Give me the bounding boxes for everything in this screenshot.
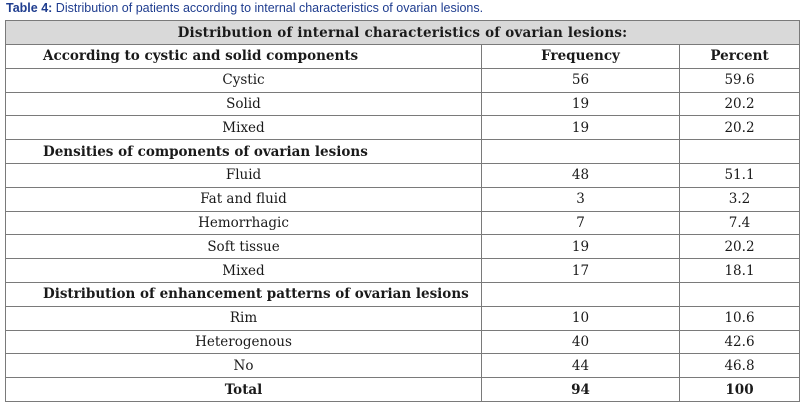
- column-header-frequency: Frequency: [481, 44, 680, 69]
- table-row: Soft tissue 19 20.2: [5, 234, 801, 260]
- column-header-percent: [678, 281, 801, 307]
- row-label: No: [5, 353, 482, 379]
- column-header-frequency: [481, 281, 680, 307]
- section-header-row: Densities of components of ovarian lesio…: [5, 139, 801, 164]
- table-title: Distribution of internal characteristics…: [4, 20, 801, 45]
- row-percent: 20.2: [678, 91, 801, 117]
- table-row: Solid 19 20.2: [5, 91, 801, 117]
- caption-text: Distribution of patients according to in…: [55, 1, 484, 15]
- row-frequency: 7: [481, 210, 680, 236]
- row-label: Fluid: [5, 162, 482, 188]
- table-row: Mixed 19 20.2: [5, 115, 801, 141]
- row-frequency: 19: [481, 91, 680, 117]
- row-percent: 20.2: [678, 234, 801, 260]
- row-label: Rim: [5, 305, 482, 331]
- row-percent: 10.6: [678, 305, 801, 331]
- section-header-row: Distribution of enhancement patterns of …: [5, 281, 801, 307]
- total-label: Total: [5, 377, 482, 402]
- section-header-row: According to cystic and solid components…: [5, 44, 801, 69]
- table-row: Cystic 56 59.6: [5, 67, 801, 93]
- section-heading: Densities of components of ovarian lesio…: [5, 139, 482, 164]
- row-percent: 59.6: [678, 67, 801, 93]
- row-frequency: 56: [481, 67, 680, 93]
- row-frequency: 17: [481, 258, 680, 283]
- table-row: Mixed 17 18.1: [5, 258, 801, 283]
- row-label: Soft tissue: [5, 234, 482, 260]
- row-label: Mixed: [5, 258, 482, 283]
- row-label: Hemorrhagic: [5, 210, 482, 236]
- table-row: Hemorrhagic 7 7.4: [5, 210, 801, 236]
- column-header-percent: [678, 139, 801, 164]
- row-label: Heterogenous: [5, 329, 482, 355]
- column-header-frequency: [481, 139, 680, 164]
- caption-label: Table 4:: [6, 1, 53, 15]
- section-heading: Distribution of enhancement patterns of …: [5, 281, 482, 307]
- table-row: Fat and fluid 3 3.2: [5, 186, 801, 212]
- row-percent: 20.2: [678, 115, 801, 141]
- row-label: Solid: [5, 91, 482, 117]
- row-label: Cystic: [5, 67, 482, 93]
- row-percent: 46.8: [678, 353, 801, 379]
- row-percent: 18.1: [678, 258, 801, 283]
- table-row: Fluid 48 51.1: [5, 162, 801, 188]
- row-frequency: 3: [481, 186, 680, 212]
- row-frequency: 19: [481, 115, 680, 141]
- table-row: Heterogenous 40 42.6: [5, 329, 801, 355]
- total-percent: 100: [678, 377, 801, 402]
- table-row: No 44 46.8: [5, 353, 801, 379]
- table-title-row: Distribution of internal characteristics…: [4, 20, 801, 45]
- row-frequency: 44: [481, 353, 680, 379]
- row-percent: 7.4: [678, 210, 801, 236]
- section-heading: According to cystic and solid components: [5, 44, 482, 69]
- row-percent: 51.1: [678, 162, 801, 188]
- row-percent: 42.6: [678, 329, 801, 355]
- total-frequency: 94: [481, 377, 680, 402]
- table-row: Rim 10 10.6: [5, 305, 801, 331]
- row-frequency: 19: [481, 234, 680, 260]
- row-label: Fat and fluid: [5, 186, 482, 212]
- data-table: Distribution of internal characteristics…: [4, 20, 801, 402]
- row-frequency: 10: [481, 305, 680, 331]
- row-percent: 3.2: [678, 186, 801, 212]
- row-frequency: 40: [481, 329, 680, 355]
- column-header-percent: Percent: [678, 44, 801, 69]
- table-caption: Table 4: Distribution of patients accord…: [6, 1, 483, 15]
- total-row: Total 94 100: [5, 377, 801, 402]
- row-frequency: 48: [481, 162, 680, 188]
- row-label: Mixed: [5, 115, 482, 141]
